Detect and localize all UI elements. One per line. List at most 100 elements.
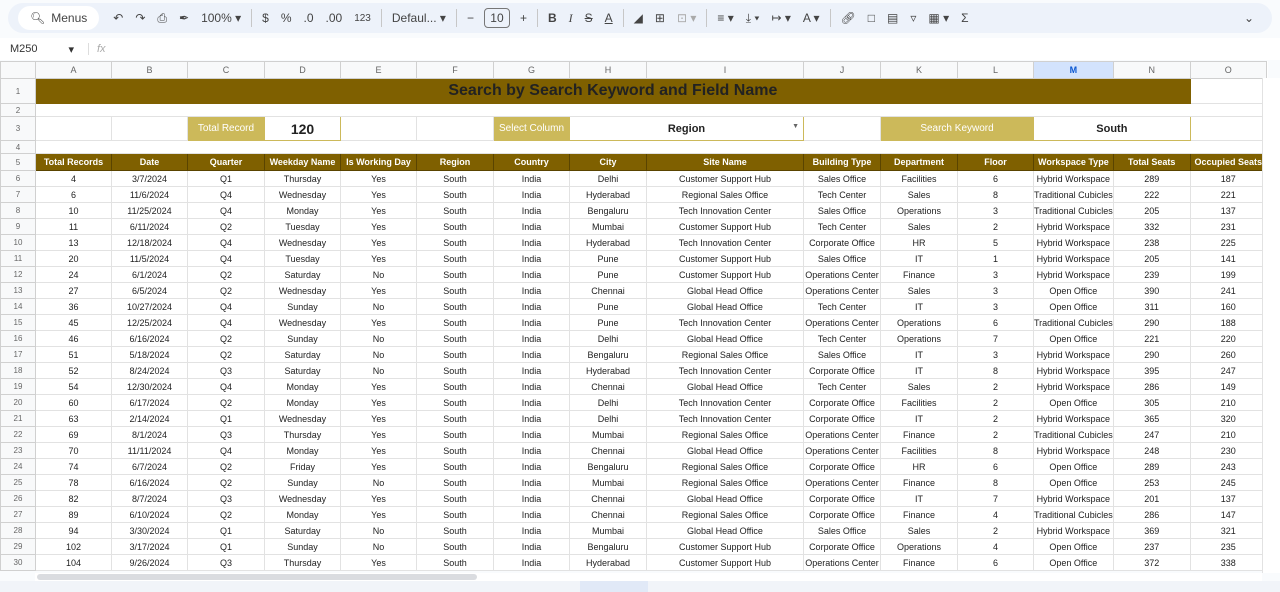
table-cell[interactable]: Sales bbox=[880, 186, 958, 203]
table-cell[interactable]: Finance bbox=[880, 266, 958, 283]
table-cell[interactable]: Sales bbox=[880, 378, 958, 395]
table-cell[interactable]: Traditional Cubicles bbox=[1033, 202, 1114, 219]
table-cell[interactable]: 338 bbox=[1189, 554, 1267, 571]
table-cell[interactable]: Bengaluru bbox=[569, 538, 647, 555]
table-cell[interactable]: Hyderabad bbox=[569, 186, 647, 203]
table-cell[interactable]: India bbox=[493, 458, 570, 475]
table-cell[interactable]: Q1 bbox=[187, 522, 265, 539]
table-cell[interactable]: Customer Support Hub bbox=[646, 170, 804, 187]
table-cell[interactable]: 11 bbox=[35, 218, 112, 235]
table-cell[interactable]: Yes bbox=[340, 202, 417, 219]
table-cell[interactable]: Q4 bbox=[187, 314, 265, 331]
table-cell[interactable]: India bbox=[493, 506, 570, 523]
table-cell[interactable]: 6/11/2024 bbox=[111, 218, 188, 235]
table-cell[interactable]: 6/10/2024 bbox=[111, 506, 188, 523]
table-cell[interactable]: 160 bbox=[1189, 298, 1267, 315]
column-header-M[interactable]: M bbox=[1033, 61, 1114, 79]
table-cell[interactable]: Traditional Cubicles bbox=[1033, 506, 1114, 523]
table-cell[interactable]: 74 bbox=[35, 458, 112, 475]
table-cell[interactable]: 332 bbox=[1112, 218, 1191, 235]
link-icon[interactable]: 🔗︎ bbox=[840, 11, 856, 25]
select-column-dropdown[interactable]: Region ▼ bbox=[569, 116, 804, 141]
table-cell[interactable]: Mumbai bbox=[569, 218, 647, 235]
table-cell[interactable]: Sales Office bbox=[803, 522, 881, 539]
table-cell[interactable]: Hybrid Workspace bbox=[1033, 362, 1114, 379]
table-cell[interactable]: 6 bbox=[957, 458, 1034, 475]
table-cell[interactable]: Wednesday bbox=[264, 314, 341, 331]
table-cell[interactable]: Yes bbox=[340, 314, 417, 331]
column-header-B[interactable]: B bbox=[111, 61, 188, 79]
table-cell[interactable]: Sales bbox=[880, 282, 958, 299]
table-cell[interactable]: 3/30/2024 bbox=[111, 522, 188, 539]
table-cell[interactable]: 187 bbox=[1189, 170, 1267, 187]
table-cell[interactable]: Operations Center bbox=[803, 426, 881, 443]
table-cell[interactable]: Finance bbox=[880, 426, 958, 443]
table-cell[interactable]: 210 bbox=[1189, 394, 1267, 411]
horizontal-scrollbar[interactable] bbox=[35, 573, 1262, 581]
column-header-I[interactable]: I bbox=[646, 61, 804, 79]
table-cell[interactable]: Q1 bbox=[187, 410, 265, 427]
table-cell[interactable]: Customer Support Hub bbox=[646, 250, 804, 267]
table-cell[interactable]: Q2 bbox=[187, 346, 265, 363]
table-cell[interactable]: Tech Innovation Center bbox=[646, 234, 804, 251]
table-cell[interactable]: Yes bbox=[340, 170, 417, 187]
table-cell[interactable]: Sunday bbox=[264, 538, 341, 555]
table-cell[interactable]: Bengaluru bbox=[569, 202, 647, 219]
table-cell[interactable]: 6 bbox=[957, 554, 1034, 571]
table-cell[interactable]: Hybrid Workspace bbox=[1033, 346, 1114, 363]
table-cell[interactable]: India bbox=[493, 410, 570, 427]
table-cell[interactable]: 7 bbox=[957, 490, 1034, 507]
table-cell[interactable]: Wednesday bbox=[264, 282, 341, 299]
row-header[interactable]: 12 bbox=[0, 266, 36, 283]
table-cell[interactable]: Yes bbox=[340, 378, 417, 395]
table-cell[interactable]: Hybrid Workspace bbox=[1033, 218, 1114, 235]
table-cell[interactable]: Q4 bbox=[187, 298, 265, 315]
table-cell[interactable]: Hyderabad bbox=[569, 234, 647, 251]
decrease-decimal-button[interactable]: .0 bbox=[303, 11, 314, 25]
table-cell[interactable]: 6 bbox=[35, 186, 112, 203]
table-cell[interactable]: 3 bbox=[957, 266, 1034, 283]
table-cell[interactable]: Operations Center bbox=[803, 282, 881, 299]
table-cell[interactable]: IT bbox=[880, 346, 958, 363]
table-cell[interactable]: 290 bbox=[1112, 346, 1191, 363]
table-cell[interactable]: Pune bbox=[569, 314, 647, 331]
table-cell[interactable]: 13 bbox=[35, 234, 112, 251]
table-cell[interactable]: India bbox=[493, 282, 570, 299]
table-cell[interactable]: South bbox=[416, 378, 494, 395]
table-cell[interactable]: 82 bbox=[35, 490, 112, 507]
table-cell[interactable]: 60 bbox=[35, 394, 112, 411]
column-header-C[interactable]: C bbox=[187, 61, 265, 79]
table-cell[interactable]: Tuesday bbox=[264, 250, 341, 267]
table-cell[interactable]: Tech Innovation Center bbox=[646, 410, 804, 427]
table-cell[interactable]: Open Office bbox=[1033, 474, 1114, 491]
table-cell[interactable]: 289 bbox=[1112, 170, 1191, 187]
table-cell[interactable]: 51 bbox=[35, 346, 112, 363]
table-cell[interactable]: Yes bbox=[340, 186, 417, 203]
table-cell[interactable]: 6/16/2024 bbox=[111, 474, 188, 491]
text-color-icon[interactable]: A bbox=[604, 11, 613, 25]
table-cell[interactable]: 243 bbox=[1189, 458, 1267, 475]
table-cell[interactable]: South bbox=[416, 426, 494, 443]
table-cell[interactable]: HR bbox=[880, 234, 958, 251]
table-cell[interactable]: 241 bbox=[1189, 282, 1267, 299]
search-keyword-input[interactable]: South bbox=[1033, 116, 1191, 141]
table-cell[interactable]: Hybrid Workspace bbox=[1033, 410, 1114, 427]
table-cell[interactable]: Q4 bbox=[187, 250, 265, 267]
table-cell[interactable]: Yes bbox=[340, 554, 417, 571]
table-cell[interactable]: Yes bbox=[340, 490, 417, 507]
table-cell[interactable]: Pune bbox=[569, 266, 647, 283]
table-cell[interactable]: Sales bbox=[880, 522, 958, 539]
zoom-select[interactable]: 100% ▾ bbox=[201, 11, 242, 25]
table-cell[interactable]: Tuesday bbox=[264, 218, 341, 235]
table-cell[interactable]: Open Office bbox=[1033, 298, 1114, 315]
table-cell[interactable]: Facilities bbox=[880, 170, 958, 187]
table-cell[interactable]: Global Head Office bbox=[646, 378, 804, 395]
table-cell[interactable]: Customer Support Hub bbox=[646, 538, 804, 555]
dropdown-arrow-icon[interactable]: ▼ bbox=[792, 123, 799, 130]
table-cell[interactable]: IT bbox=[880, 410, 958, 427]
table-cell[interactable]: 3/7/2024 bbox=[111, 170, 188, 187]
table-cell[interactable]: Q2 bbox=[187, 506, 265, 523]
name-box[interactable]: M250 ▾ bbox=[10, 42, 74, 56]
table-cell[interactable]: 11/11/2024 bbox=[111, 442, 188, 459]
row-header[interactable]: 18 bbox=[0, 362, 36, 379]
